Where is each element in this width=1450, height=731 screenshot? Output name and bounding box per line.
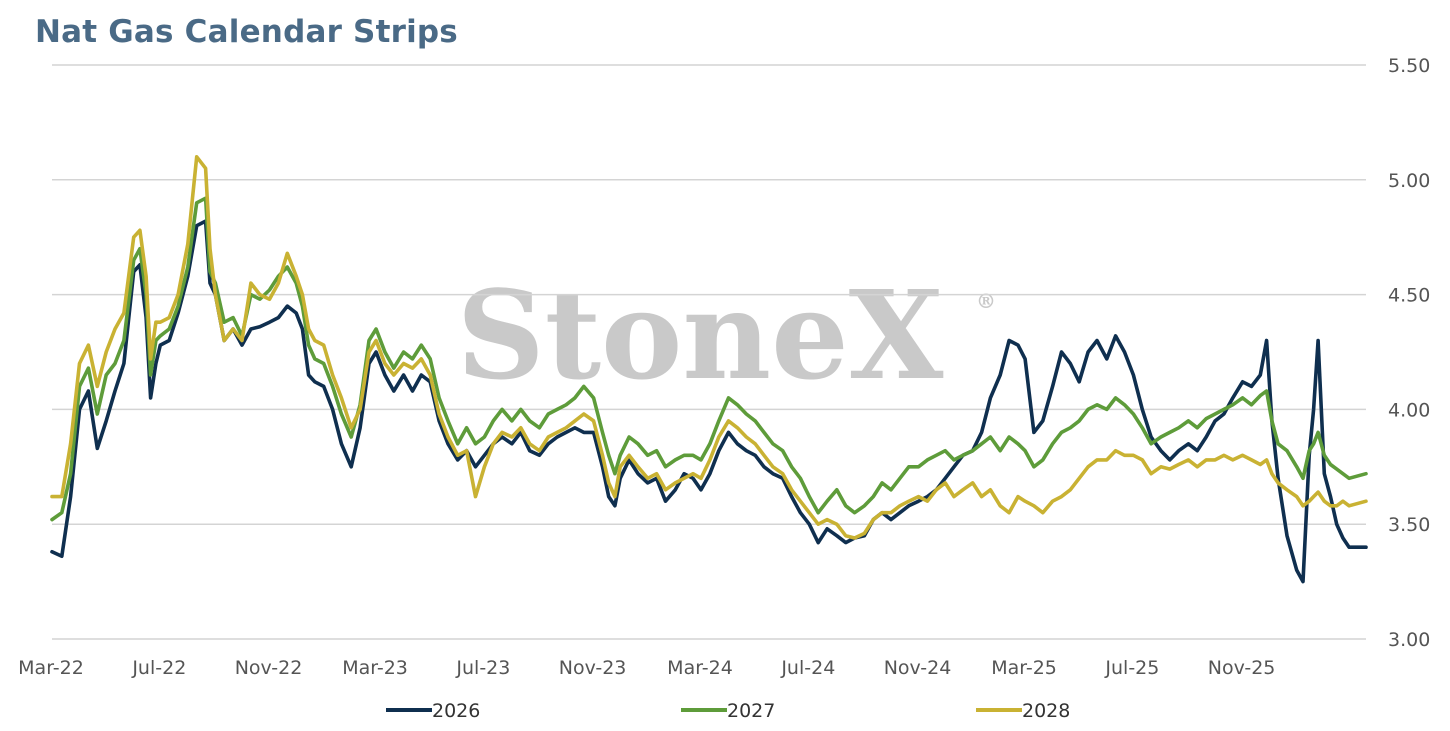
- x-tick-label: Jul-25: [1104, 657, 1159, 679]
- y-tick-label: 4.00: [1388, 399, 1430, 421]
- watermark-text: StoneX: [457, 263, 944, 407]
- x-tick-label: Nov-24: [884, 657, 952, 679]
- series-line-2027: [50, 196, 1368, 522]
- x-tick-label: Nov-25: [1208, 657, 1276, 679]
- watermark-registered-mark: ®: [976, 289, 996, 313]
- y-tick-label: 3.00: [1388, 629, 1430, 651]
- x-tick-label: Jul-22: [131, 657, 186, 679]
- x-tick-label: Nov-22: [235, 657, 303, 679]
- y-tick-label: 3.50: [1388, 514, 1430, 536]
- legend-label-2026: 2026: [432, 700, 480, 722]
- x-tick-label: Jul-24: [780, 657, 835, 679]
- chart-title: Nat Gas Calendar Strips: [35, 14, 458, 50]
- series-line-2026: [50, 219, 1368, 584]
- y-axis: 3.00 3.50 4.00 4.50 5.00 5.50: [1388, 55, 1430, 651]
- y-tick-label: 5.00: [1388, 170, 1430, 192]
- legend-label-2027: 2027: [727, 700, 775, 722]
- stonex-watermark: StoneX ®: [457, 263, 996, 407]
- x-tick-label: Jul-23: [455, 657, 510, 679]
- x-tick-label: Mar-22: [18, 657, 84, 679]
- legend: 2026 2027 2028: [386, 700, 1070, 722]
- series-line-2028: [50, 155, 1368, 540]
- x-tick-label: Mar-23: [342, 657, 408, 679]
- x-tick-label: Nov-23: [559, 657, 627, 679]
- y-tick-label: 5.50: [1388, 55, 1430, 77]
- series-lines: [50, 155, 1368, 584]
- legend-label-2028: 2028: [1022, 700, 1070, 722]
- x-axis: Mar-22 Jul-22 Nov-22 Mar-23 Jul-23 Nov-23 Mar-…: [18, 657, 1275, 679]
- x-tick-label: Mar-25: [991, 657, 1057, 679]
- x-tick-label: Mar-24: [667, 657, 733, 679]
- y-tick-label: 4.50: [1388, 285, 1430, 307]
